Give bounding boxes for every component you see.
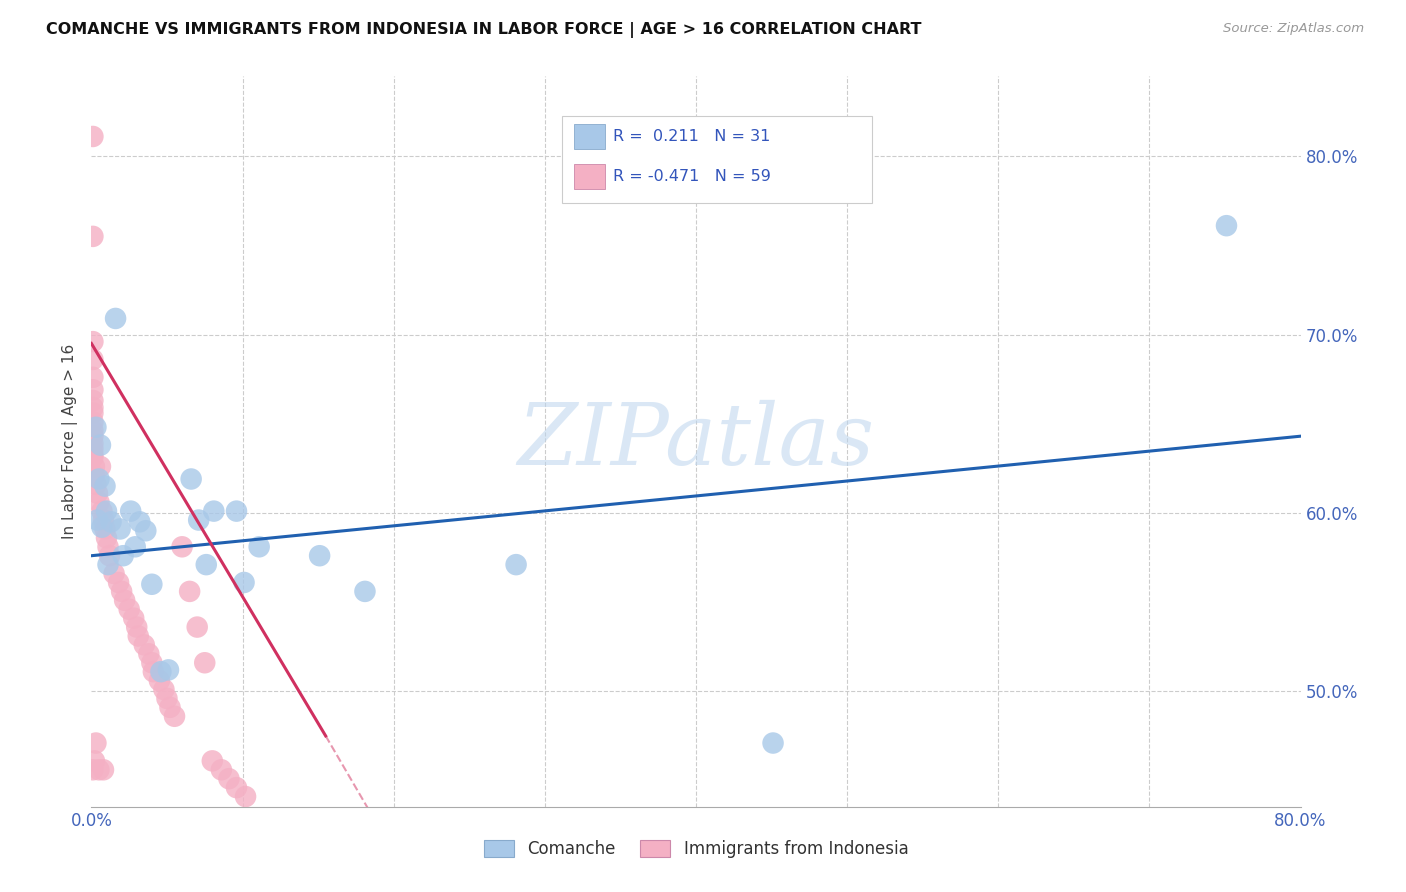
Point [172, 540, 194, 554]
Point [82, 442, 104, 456]
Point [84, 477, 107, 491]
Point [114, 593, 136, 607]
Point [505, 558, 527, 572]
Point [187, 513, 209, 527]
Point [87, 495, 110, 509]
Point [82, 429, 104, 443]
Point [195, 558, 218, 572]
Point [247, 540, 270, 554]
Point [125, 620, 148, 634]
Point [94, 522, 117, 536]
Point [233, 575, 256, 590]
Point [225, 780, 247, 795]
Point [112, 549, 135, 563]
Point [103, 566, 125, 581]
Point [122, 611, 145, 625]
Point [202, 504, 225, 518]
Text: Source: ZipAtlas.com: Source: ZipAtlas.com [1223, 22, 1364, 36]
Point [156, 691, 179, 706]
Point [82, 415, 104, 429]
Text: COMANCHE VS IMMIGRANTS FROM INDONESIA IN LABOR FORCE | AGE > 16 CORRELATION CHAR: COMANCHE VS IMMIGRANTS FROM INDONESIA IN… [46, 22, 922, 38]
Point [82, 401, 104, 415]
Point [194, 656, 217, 670]
Point [100, 515, 122, 529]
Point [89, 459, 111, 474]
Point [141, 577, 163, 591]
Point [107, 575, 129, 590]
Point [179, 584, 201, 599]
Point [104, 311, 127, 326]
Point [82, 450, 104, 465]
Point [97, 558, 120, 572]
Point [82, 447, 104, 461]
Point [87, 472, 110, 486]
Point [354, 584, 377, 599]
Point [135, 524, 157, 538]
Point [127, 629, 149, 643]
Point [149, 665, 172, 679]
Point [83, 754, 105, 768]
Point [120, 504, 142, 518]
Point [89, 438, 111, 452]
Point [87, 763, 110, 777]
Legend: Comanche, Immigrants from Indonesia: Comanche, Immigrants from Indonesia [477, 833, 915, 864]
Point [209, 763, 232, 777]
Point [157, 663, 180, 677]
Point [138, 647, 160, 661]
Point [82, 436, 104, 450]
Point [82, 424, 104, 438]
Point [91, 504, 114, 518]
Point [134, 638, 156, 652]
Point [128, 515, 150, 529]
Point [153, 682, 176, 697]
Point [84, 420, 107, 434]
Point [82, 393, 104, 408]
Point [218, 772, 240, 786]
Point [82, 229, 104, 244]
Point [180, 472, 202, 486]
Point [96, 504, 118, 518]
Point [82, 383, 104, 397]
Point [201, 754, 224, 768]
Point [225, 504, 247, 518]
Point [93, 513, 115, 527]
Point [82, 370, 104, 384]
Point [93, 763, 115, 777]
Point [82, 763, 104, 777]
Point [159, 700, 181, 714]
Point [82, 334, 104, 349]
Point [96, 531, 118, 545]
Point [84, 736, 107, 750]
Point [98, 549, 121, 563]
Point [1215, 219, 1237, 233]
Point [186, 620, 208, 634]
Point [308, 549, 330, 563]
Point [86, 513, 108, 527]
Point [124, 540, 146, 554]
Point [108, 522, 131, 536]
Point [91, 520, 114, 534]
Point [94, 479, 117, 493]
Point [97, 540, 120, 554]
Point [83, 459, 105, 474]
Point [142, 665, 165, 679]
Point [82, 352, 104, 367]
Point [82, 406, 104, 420]
Point [111, 584, 132, 599]
Text: R =  0.211   N = 31: R = 0.211 N = 31 [613, 129, 770, 144]
Y-axis label: In Labor Force | Age > 16: In Labor Force | Age > 16 [62, 344, 77, 539]
Point [82, 129, 104, 144]
Point [148, 673, 170, 688]
Point [163, 709, 186, 723]
Text: R = -0.471   N = 59: R = -0.471 N = 59 [613, 169, 770, 184]
Point [235, 789, 257, 804]
Point [86, 486, 108, 500]
Point [141, 656, 163, 670]
Point [118, 602, 141, 616]
Point [762, 736, 785, 750]
Text: ZIPatlas: ZIPatlas [517, 401, 875, 483]
Point [83, 468, 105, 483]
